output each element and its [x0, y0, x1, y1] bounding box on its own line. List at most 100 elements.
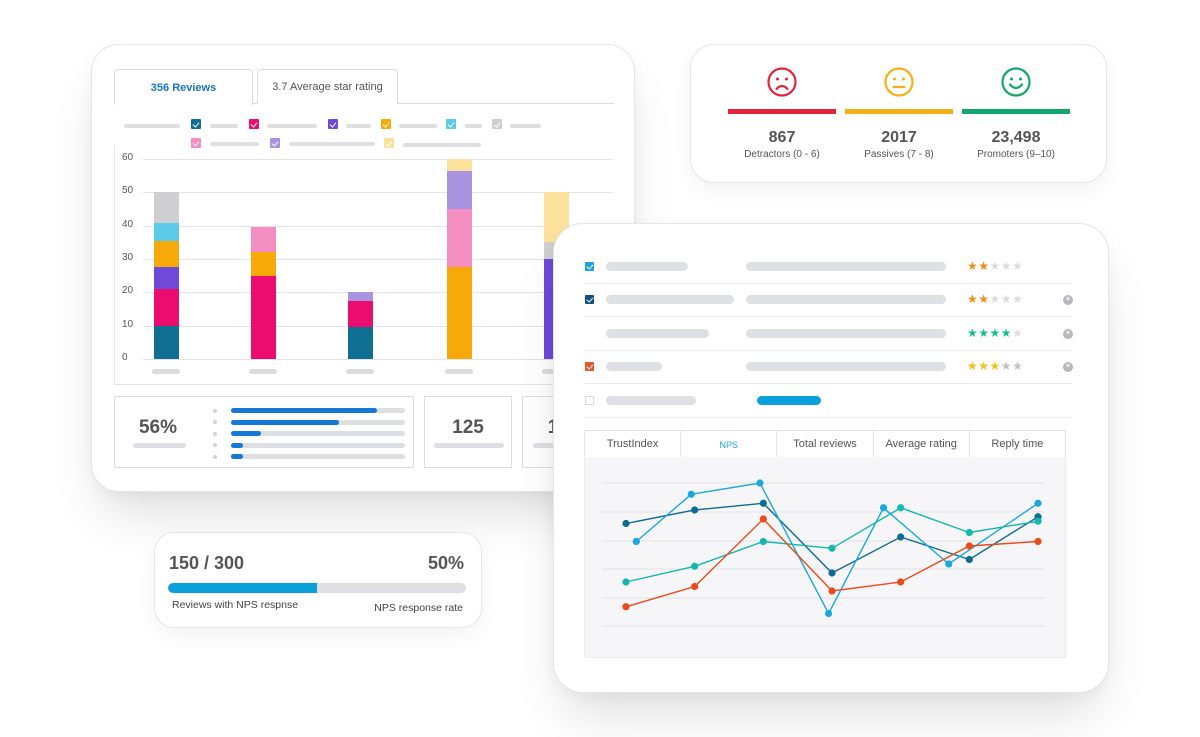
- review-row[interactable]: ★★★★★ ×: [584, 350, 1073, 384]
- data-point[interactable]: [1034, 517, 1042, 525]
- data-point[interactable]: [965, 528, 973, 537]
- data-point[interactable]: [1034, 499, 1042, 507]
- x-axis-label-placeholder: [346, 369, 374, 374]
- y-axis-tick: 40: [122, 218, 134, 230]
- tab-reviews[interactable]: 356 Reviews: [114, 69, 253, 105]
- nps-response-count: 150 / 300: [169, 553, 245, 573]
- remove-icon[interactable]: ×: [1063, 329, 1073, 339]
- star-rating-icon: ★★★★★: [967, 359, 1024, 373]
- data-point[interactable]: [824, 609, 833, 618]
- row-checkbox[interactable]: [585, 362, 594, 371]
- bar-segment: [251, 252, 276, 276]
- row-checkbox[interactable]: [585, 396, 594, 405]
- data-point[interactable]: [897, 578, 905, 586]
- data-point[interactable]: [897, 533, 905, 541]
- nps-response-percent: 50%: [427, 553, 464, 573]
- tab-nps[interactable]: NPS: [681, 431, 778, 458]
- review-row[interactable]: ★★★★★ ×: [584, 317, 1073, 351]
- data-point[interactable]: [1034, 537, 1042, 546]
- bar-segment: [154, 325, 179, 359]
- legend-checkbox-icon[interactable]: [249, 119, 259, 129]
- count-label-placeholder: [434, 443, 504, 448]
- nps-response-progress: [168, 583, 466, 593]
- tab-average-star-rating[interactable]: 3.7 Average star rating: [257, 69, 398, 104]
- legend-checkbox-icon[interactable]: [381, 119, 391, 129]
- stacked-bar[interactable]: [251, 227, 276, 359]
- data-point[interactable]: [879, 504, 888, 512]
- row-checkbox[interactable]: [585, 262, 594, 271]
- detractors-column: 867 Detractors (0 - 6): [728, 45, 836, 184]
- star-rating-icon: ★★★★★: [967, 292, 1024, 306]
- count-stat-box: 125: [424, 396, 512, 468]
- bar-segment: [154, 267, 179, 289]
- reviews-tabs: 356 Reviews 3.7 Average star rating: [114, 69, 614, 105]
- nps-line-chart: [602, 479, 1045, 627]
- legend-checkbox-icon[interactable]: [270, 138, 280, 148]
- tab-reply-time[interactable]: Reply time: [969, 431, 1066, 458]
- stacked-bar[interactable]: [154, 192, 179, 359]
- legend-label-placeholder: [510, 124, 541, 128]
- x-axis-label-placeholder: [249, 369, 277, 374]
- legend-checkbox-icon[interactable]: [384, 138, 394, 148]
- tab-trustindex[interactable]: TrustIndex: [585, 431, 682, 458]
- review-row[interactable]: [584, 384, 1072, 418]
- data-point[interactable]: [622, 578, 630, 586]
- data-point[interactable]: [632, 537, 640, 546]
- legend-checkbox-icon[interactable]: [446, 119, 456, 129]
- data-point[interactable]: [756, 479, 764, 487]
- gridline: [143, 292, 613, 294]
- sad-face-icon: [767, 67, 797, 97]
- detractors-label: Detractors (0 - 6): [744, 149, 820, 160]
- data-point[interactable]: [691, 506, 699, 514]
- data-point[interactable]: [828, 569, 836, 577]
- data-point[interactable]: [687, 490, 695, 498]
- review-row[interactable]: ★★★★★ ×: [584, 283, 1073, 317]
- gridline: [143, 325, 613, 327]
- data-point[interactable]: [622, 519, 630, 528]
- gridline: [143, 359, 613, 360]
- data-point[interactable]: [691, 562, 699, 570]
- detractors-bar: [728, 109, 836, 114]
- bar-segment: [154, 192, 179, 224]
- data-point[interactable]: [965, 542, 973, 550]
- data-point[interactable]: [945, 560, 953, 568]
- data-point[interactable]: [828, 587, 836, 595]
- data-point[interactable]: [759, 499, 767, 507]
- data-point[interactable]: [965, 555, 973, 564]
- data-point[interactable]: [691, 582, 699, 591]
- legend-label-placeholder: [289, 142, 375, 146]
- distribution-bar: [231, 454, 405, 459]
- review-text-placeholder: [746, 362, 946, 371]
- status-pill[interactable]: [757, 396, 821, 405]
- reviewer-name-placeholder: [606, 295, 734, 304]
- review-row[interactable]: ★★★★★: [584, 250, 1072, 284]
- legend-checkbox-icon[interactable]: [191, 138, 201, 148]
- percent-value: 56%: [138, 417, 178, 438]
- row-checkbox[interactable]: [585, 295, 594, 304]
- nps-response-rate-label: NPS response rate: [374, 602, 463, 614]
- distribution-bar-fill: [231, 431, 261, 436]
- reviews-card: 356 Reviews 3.7 Average star rating 56% …: [91, 44, 635, 492]
- data-point[interactable]: [759, 515, 767, 523]
- rating-level-dot: [213, 408, 217, 413]
- legend-label-placeholder: [210, 124, 238, 128]
- remove-icon[interactable]: ×: [1063, 295, 1073, 305]
- legend-checkbox-icon[interactable]: [191, 119, 201, 129]
- gridline: [143, 259, 613, 260]
- tab-average-rating[interactable]: Average rating: [873, 431, 970, 458]
- data-point[interactable]: [828, 544, 836, 552]
- legend-checkbox-icon[interactable]: [328, 119, 338, 129]
- data-point[interactable]: [622, 603, 630, 611]
- review-text-placeholder: [746, 262, 946, 271]
- nps-response-rate-card: 150 / 300 50% Reviews with NPS respnse N…: [154, 532, 482, 628]
- legend-checkbox-icon[interactable]: [492, 119, 502, 129]
- data-point[interactable]: [897, 504, 905, 512]
- remove-icon[interactable]: ×: [1063, 362, 1073, 372]
- bar-segment: [447, 209, 472, 268]
- data-point[interactable]: [759, 537, 767, 546]
- stacked-bar[interactable]: [348, 292, 373, 359]
- tab-total-reviews[interactable]: Total reviews: [777, 431, 874, 458]
- nps-line-chart-area: [584, 457, 1066, 658]
- stacked-bar[interactable]: [447, 159, 472, 359]
- partial-value: 1: [543, 417, 563, 439]
